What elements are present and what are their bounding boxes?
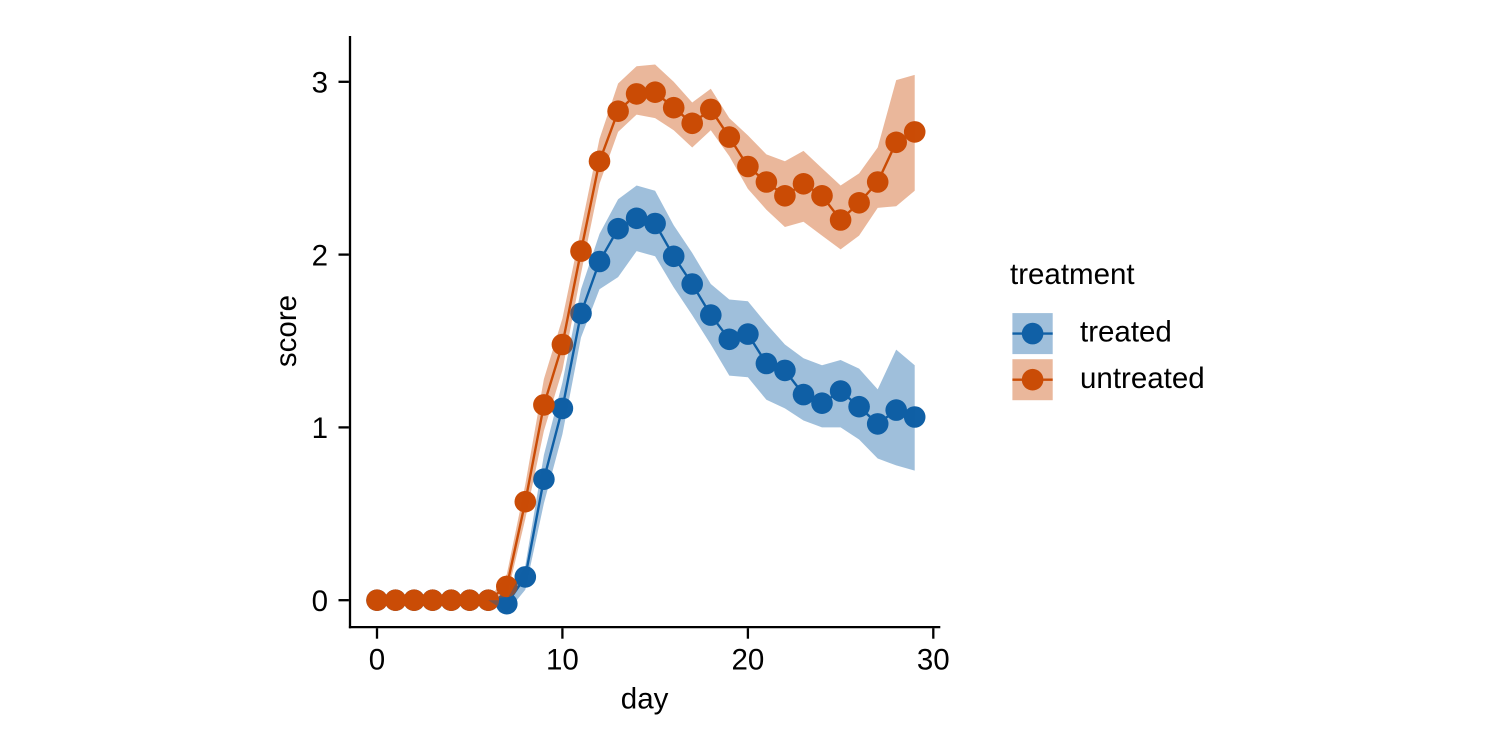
svg-text:untreated: untreated (1080, 362, 1205, 395)
svg-text:day: day (621, 683, 669, 716)
svg-text:2: 2 (312, 239, 328, 272)
svg-text:0: 0 (312, 585, 328, 618)
svg-text:20: 20 (731, 644, 764, 677)
svg-text:treated: treated (1080, 316, 1172, 349)
svg-text:1: 1 (312, 412, 328, 445)
svg-text:score: score (270, 295, 303, 367)
svg-text:0: 0 (369, 644, 385, 677)
svg-text:30: 30 (917, 644, 950, 677)
svg-text:10: 10 (546, 644, 579, 677)
svg-text:3: 3 (312, 67, 328, 100)
svg-text:treatment: treatment (1010, 258, 1135, 291)
